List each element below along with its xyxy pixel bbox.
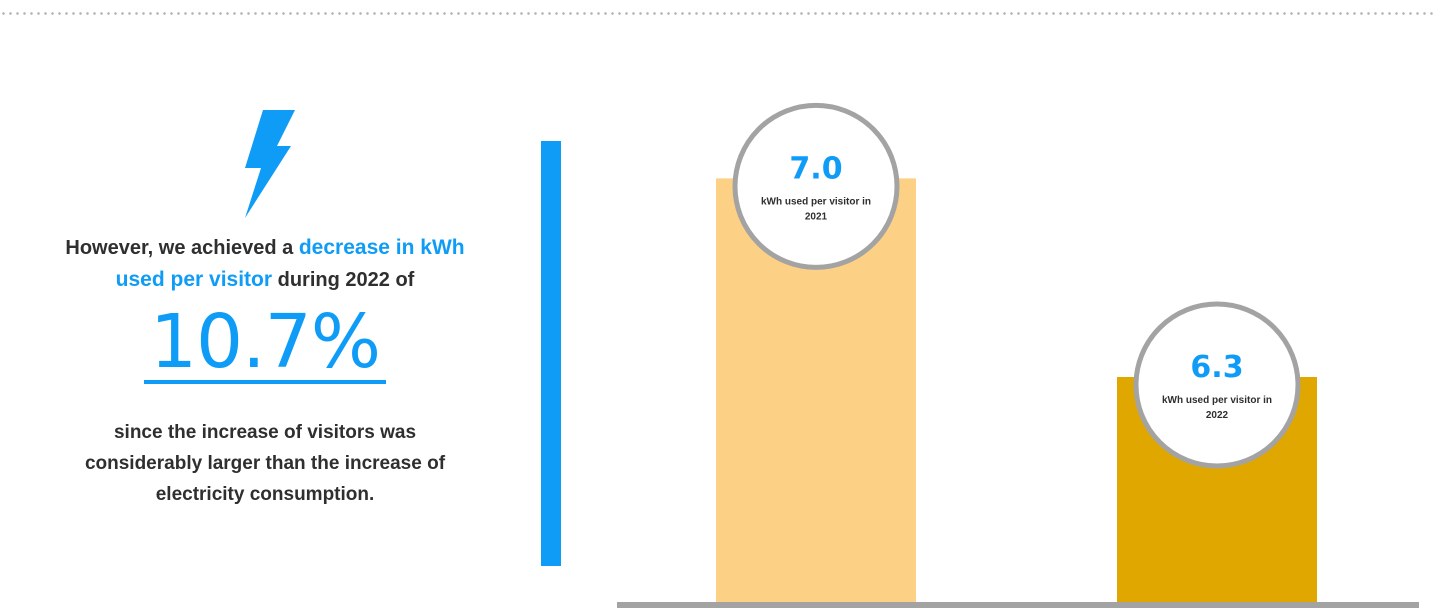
data-label-caption: 2022 bbox=[1206, 410, 1229, 421]
vertical-divider bbox=[541, 141, 561, 566]
data-label-caption: kWh used per visitor in bbox=[1162, 395, 1272, 406]
data-label-value: 6.3 bbox=[1190, 350, 1243, 385]
x-axis-line bbox=[617, 602, 1419, 608]
data-label-value: 7.0 bbox=[789, 151, 842, 186]
intro-suffix: during 2022 of bbox=[277, 269, 415, 291]
badge-circle bbox=[1133, 301, 1301, 469]
lightning-bolt-icon bbox=[245, 110, 295, 218]
value-badge-2022: 6.3 kWh used per visitor in 2022 bbox=[1133, 301, 1301, 469]
decrease-percentage: 10.7% bbox=[143, 305, 387, 384]
value-badge-2021: 7.0 kWh used per visitor in 2021 bbox=[732, 102, 900, 270]
data-label-caption: kWh used per visitor in bbox=[761, 196, 871, 207]
data-label-caption: 2021 bbox=[805, 211, 828, 222]
intro-prefix: However, we achieved a bbox=[65, 237, 294, 259]
intro-highlight: decrease in kWh used per visitor bbox=[115, 236, 465, 291]
intro-text: However, we achieved a decrease in kWh u… bbox=[40, 232, 490, 296]
summary-panel: However, we achieved a decrease in kWh u… bbox=[40, 110, 490, 510]
badge-circle bbox=[732, 102, 900, 270]
top-dotted-border bbox=[0, 12, 1437, 15]
outro-text: since the increase of visitors was consi… bbox=[84, 422, 446, 505]
